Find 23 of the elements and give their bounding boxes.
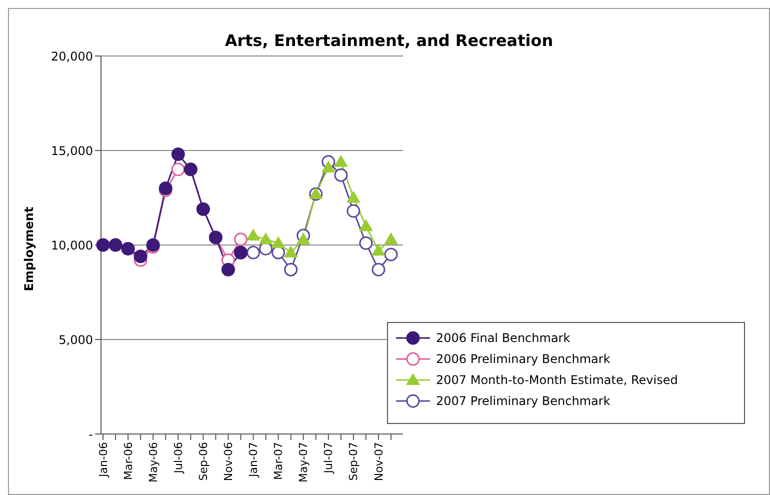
x-tick-label: May-06 xyxy=(146,442,160,483)
x-tick-label: Nov-06 xyxy=(222,442,236,482)
y-tick-label: - xyxy=(88,427,93,442)
legend-label: 2007 Month-to-Month Estimate, Revised xyxy=(436,372,678,386)
y-tick-label: 15,000 xyxy=(51,144,93,158)
x-tick-label: Nov-07 xyxy=(372,442,386,482)
x-tick-label: Jul-06 xyxy=(172,442,185,474)
y-axis-title: Employment xyxy=(22,206,36,292)
x-tick-label: Jul-07 xyxy=(322,442,336,474)
x-tick-label: May-07 xyxy=(297,442,310,483)
x-tick-label: Mar-06 xyxy=(122,442,135,480)
y-tick-label: 5,000 xyxy=(58,332,93,347)
x-tick-label: Jan-06 xyxy=(96,442,110,478)
legend-label: 2007 Preliminary Benchmark xyxy=(436,394,610,408)
legend-label: 2006 Preliminary Benchmark xyxy=(436,352,610,366)
x-tick-label: Sep-06 xyxy=(196,442,210,481)
x-tick-label: Mar-07 xyxy=(272,442,286,480)
x-tick-label: Jan-07 xyxy=(247,442,260,478)
chart-title: Arts, Entertainment, and Recreation xyxy=(224,31,554,50)
y-tick-label: 20,000 xyxy=(51,49,93,64)
y-tick-label: 10,000 xyxy=(51,238,93,252)
x-tick-label: Sep-07 xyxy=(347,442,360,481)
legend-label: 2006 Final Benchmark xyxy=(436,330,570,344)
